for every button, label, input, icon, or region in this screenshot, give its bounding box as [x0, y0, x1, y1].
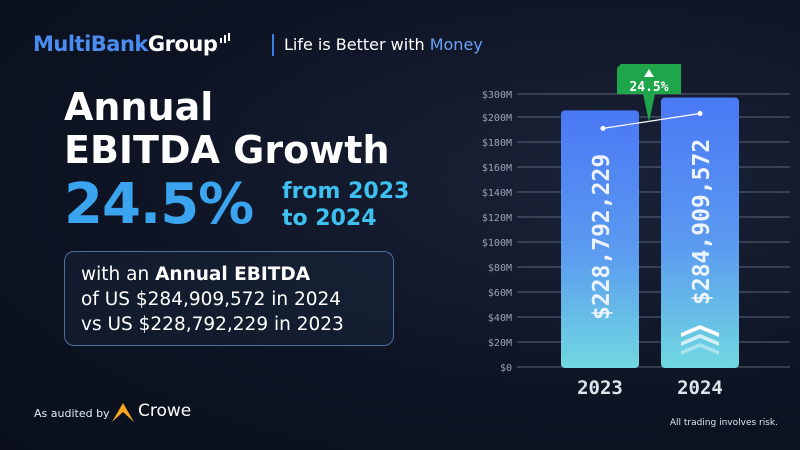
trend-line [602, 112, 701, 129]
chevron-up-icon [681, 334, 719, 346]
y-tick-label: $180M [482, 138, 512, 149]
y-tick-label: $40M [488, 313, 512, 324]
divider [272, 34, 274, 56]
tagline: Life is Better with Money [284, 35, 483, 54]
page-title: Annual EBITDA Growth [64, 85, 390, 172]
crowe-mark-icon [112, 403, 134, 422]
period-label: from 2023 to 2024 [282, 179, 410, 231]
x-tick-label: 2023 [577, 377, 623, 399]
bar-value-label: $284,909,572 [689, 139, 715, 305]
multibank-logo: MultiBankGroup [33, 32, 233, 56]
arrow-up-icon [644, 69, 654, 77]
bar-2023 [561, 110, 639, 369]
growth-badge [617, 64, 681, 122]
bar-value-label: $228,792,229 [589, 154, 615, 320]
y-tick-label: $120M [482, 213, 512, 224]
trend-point [600, 125, 606, 131]
disclaimer: All trading involves risk. [669, 418, 778, 428]
bar-2024 [661, 97, 739, 368]
y-tick-label: $80M [488, 263, 512, 274]
logo-bars-icon [220, 33, 231, 43]
y-tick-label: $200M [482, 113, 512, 124]
growth-badge-label: 24.5% [629, 80, 668, 95]
y-tick-label: $20M [488, 338, 512, 349]
summary-box: with an Annual EBITDA of US $284,909,572… [64, 251, 394, 346]
y-tick-label: $100M [482, 238, 512, 249]
y-tick-label: $0 [500, 363, 512, 374]
chevron-up-icon [681, 325, 719, 337]
y-tick-label: $160M [482, 163, 512, 174]
y-tick-label: $300M [482, 90, 512, 101]
trend-point [697, 110, 703, 116]
x-tick-label: 2024 [677, 377, 723, 399]
chevron-up-icon [681, 343, 719, 355]
crowe-logo: Crowe [110, 400, 191, 424]
audited-by-label: As audited by [34, 407, 110, 420]
y-tick-label: $140M [482, 188, 512, 199]
growth-percent: 24.5% [64, 172, 254, 237]
y-tick-label: $60M [488, 288, 512, 299]
